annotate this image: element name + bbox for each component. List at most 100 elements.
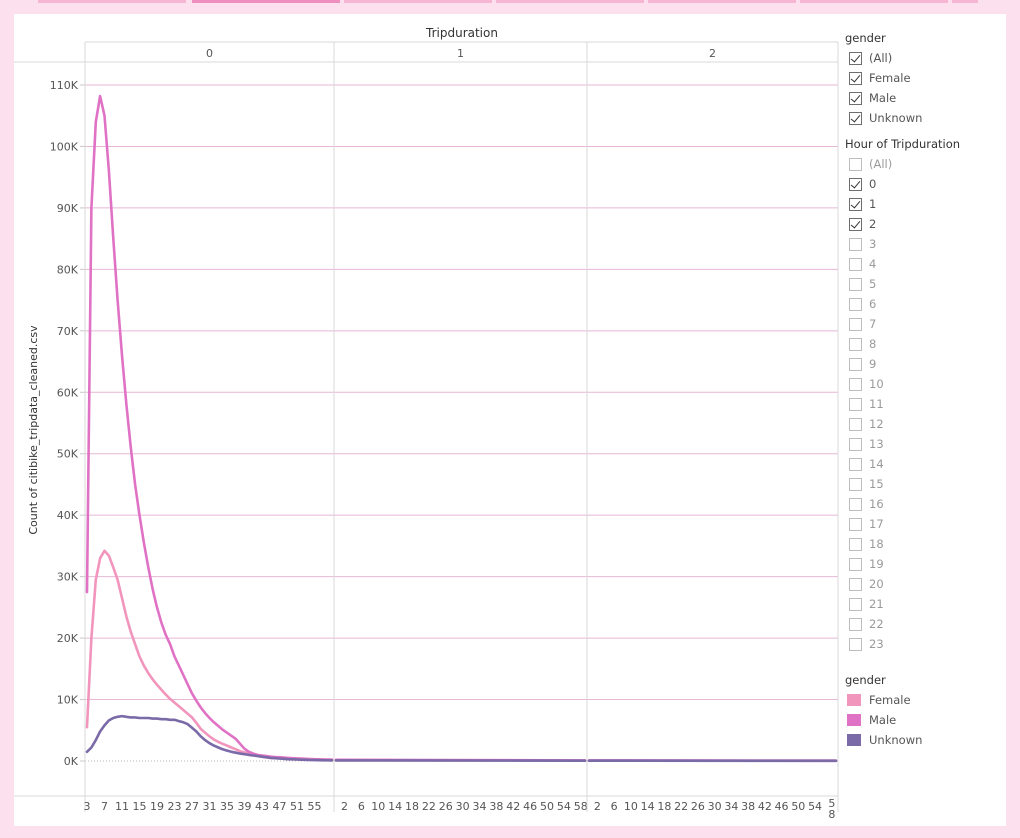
checkbox-unchecked-icon[interactable] — [849, 617, 862, 631]
x-tick-label: 26 — [691, 800, 705, 813]
checkbox-checked-icon[interactable] — [849, 91, 862, 105]
color-legend-item[interactable]: Unknown — [845, 730, 1015, 750]
checkbox-unchecked-icon[interactable] — [849, 257, 862, 271]
hour-filter-option[interactable]: 5 — [845, 274, 1015, 294]
checkbox-checked-icon[interactable] — [849, 177, 862, 191]
hour-filter-option[interactable]: 21 — [845, 594, 1015, 614]
x-tick-label: 51 — [290, 800, 304, 813]
hour-filter-option[interactable]: 17 — [845, 514, 1015, 534]
color-swatch-icon — [847, 694, 861, 706]
dashboard-tab[interactable] — [38, 0, 186, 3]
hour-filter-option[interactable]: 10 — [845, 374, 1015, 394]
checkbox-unchecked-icon[interactable] — [849, 537, 862, 551]
hour-filter-option-label: 22 — [869, 617, 884, 631]
hour-filter-option[interactable]: 12 — [845, 414, 1015, 434]
panel-header-label: 1 — [457, 47, 464, 60]
hour-filter-option[interactable]: 7 — [845, 314, 1015, 334]
color-legend-item[interactable]: Female — [845, 690, 1015, 710]
x-tick-label: 14 — [388, 800, 402, 813]
hour-filter-option[interactable]: 8 — [845, 334, 1015, 354]
hour-filter-option[interactable]: 16 — [845, 494, 1015, 514]
x-tick-label: 34 — [724, 800, 738, 813]
hour-filter-option[interactable]: 13 — [845, 434, 1015, 454]
hour-filter-option-label: 11 — [869, 397, 884, 411]
x-tick-label: 14 — [641, 800, 655, 813]
hour-filter-option[interactable]: 0 — [845, 174, 1015, 194]
hour-filter-option-label: 13 — [869, 437, 884, 451]
hour-filter-option[interactable]: 20 — [845, 574, 1015, 594]
hour-filter-option-label: 14 — [869, 457, 884, 471]
dashboard-tab[interactable] — [952, 0, 978, 3]
checkbox-unchecked-icon[interactable] — [849, 457, 862, 471]
color-swatch-icon — [847, 734, 861, 746]
checkbox-unchecked-icon[interactable] — [849, 337, 862, 351]
gender-filter-title: gender — [845, 31, 886, 45]
checkbox-checked-icon[interactable] — [849, 51, 862, 65]
checkbox-unchecked-icon[interactable] — [849, 577, 862, 591]
hour-filter-option[interactable]: 23 — [845, 634, 1015, 654]
x-tick-label: 58 — [574, 800, 588, 813]
checkbox-checked-icon[interactable] — [849, 197, 862, 211]
color-legend-item[interactable]: Male — [845, 710, 1015, 730]
checkbox-unchecked-icon[interactable] — [849, 417, 862, 431]
x-tick-label: 18 — [657, 800, 671, 813]
hour-filter-option[interactable]: 3 — [845, 234, 1015, 254]
checkbox-unchecked-icon[interactable] — [849, 377, 862, 391]
hour-filter-option[interactable]: 6 — [845, 294, 1015, 314]
hour-filter-option-label: 23 — [869, 637, 884, 651]
hour-filter-option-label: 1 — [869, 197, 877, 211]
hour-filter-option[interactable]: 22 — [845, 614, 1015, 634]
dashboard-tab[interactable] — [344, 0, 492, 3]
checkbox-unchecked-icon[interactable] — [849, 237, 862, 251]
hour-filter-option[interactable]: 18 — [845, 534, 1015, 554]
color-legend-label: Female — [869, 693, 911, 707]
series-line-female-panel-0 — [85, 549, 334, 762]
hour-filter-option[interactable]: 14 — [845, 454, 1015, 474]
checkbox-checked-icon[interactable] — [849, 71, 862, 85]
hour-filter-option[interactable]: 11 — [845, 394, 1015, 414]
hour-filter-option[interactable]: 15 — [845, 474, 1015, 494]
x-tick-label: 10 — [371, 800, 385, 813]
checkbox-unchecked-icon[interactable] — [849, 317, 862, 331]
checkbox-unchecked-icon[interactable] — [849, 157, 862, 171]
hour-filter-option[interactable]: 19 — [845, 554, 1015, 574]
gender-filter-option[interactable]: (All) — [845, 48, 1015, 68]
x-tick-label: 55 — [308, 800, 322, 813]
x-tick-label: 27 — [185, 800, 199, 813]
checkbox-checked-icon[interactable] — [849, 217, 862, 231]
gender-filter-option[interactable]: Unknown — [845, 108, 1015, 128]
checkbox-unchecked-icon[interactable] — [849, 477, 862, 491]
x-tick-label: 42 — [506, 800, 520, 813]
hour-filter-option[interactable]: (All) — [845, 154, 1015, 174]
checkbox-unchecked-icon[interactable] — [849, 357, 862, 371]
dashboard-tab[interactable] — [496, 0, 644, 3]
x-tick-label: 19 — [150, 800, 164, 813]
checkbox-unchecked-icon[interactable] — [849, 497, 862, 511]
checkbox-unchecked-icon[interactable] — [849, 597, 862, 611]
checkbox-unchecked-icon[interactable] — [849, 517, 862, 531]
hour-filter-option[interactable]: 1 — [845, 194, 1015, 214]
x-tick-label: 54 — [557, 800, 571, 813]
checkbox-checked-icon[interactable] — [849, 111, 862, 125]
gender-filter-option[interactable]: Male — [845, 88, 1015, 108]
dashboard-tab[interactable] — [800, 0, 948, 3]
dashboard-tab-active[interactable] — [192, 0, 340, 3]
x-tick-label: 26 — [439, 800, 453, 813]
gender-filter-option[interactable]: Female — [845, 68, 1015, 88]
checkbox-unchecked-icon[interactable] — [849, 557, 862, 571]
checkbox-unchecked-icon[interactable] — [849, 297, 862, 311]
hour-filter-option[interactable]: 2 — [845, 214, 1015, 234]
y-tick-label: 90K — [57, 202, 79, 215]
checkbox-unchecked-icon[interactable] — [849, 397, 862, 411]
checkbox-unchecked-icon[interactable] — [849, 637, 862, 651]
checkbox-unchecked-icon[interactable] — [849, 277, 862, 291]
dashboard-tab[interactable] — [648, 0, 796, 3]
checkbox-unchecked-icon[interactable] — [849, 437, 862, 451]
hour-filter-list: (All) 0 1 2 3 4 5 6 7 8 9 10 11 12 13 14 15 16 17 18 19 20 21 2… — [845, 154, 1015, 654]
hour-filter-option[interactable]: 9 — [845, 354, 1015, 374]
hour-filter-option[interactable]: 4 — [845, 254, 1015, 274]
x-tick-label: 43 — [255, 800, 269, 813]
x-tick-label: 39 — [238, 800, 252, 813]
gender-filter-option-label: Female — [869, 71, 911, 85]
x-tick-label: 10 — [624, 800, 638, 813]
